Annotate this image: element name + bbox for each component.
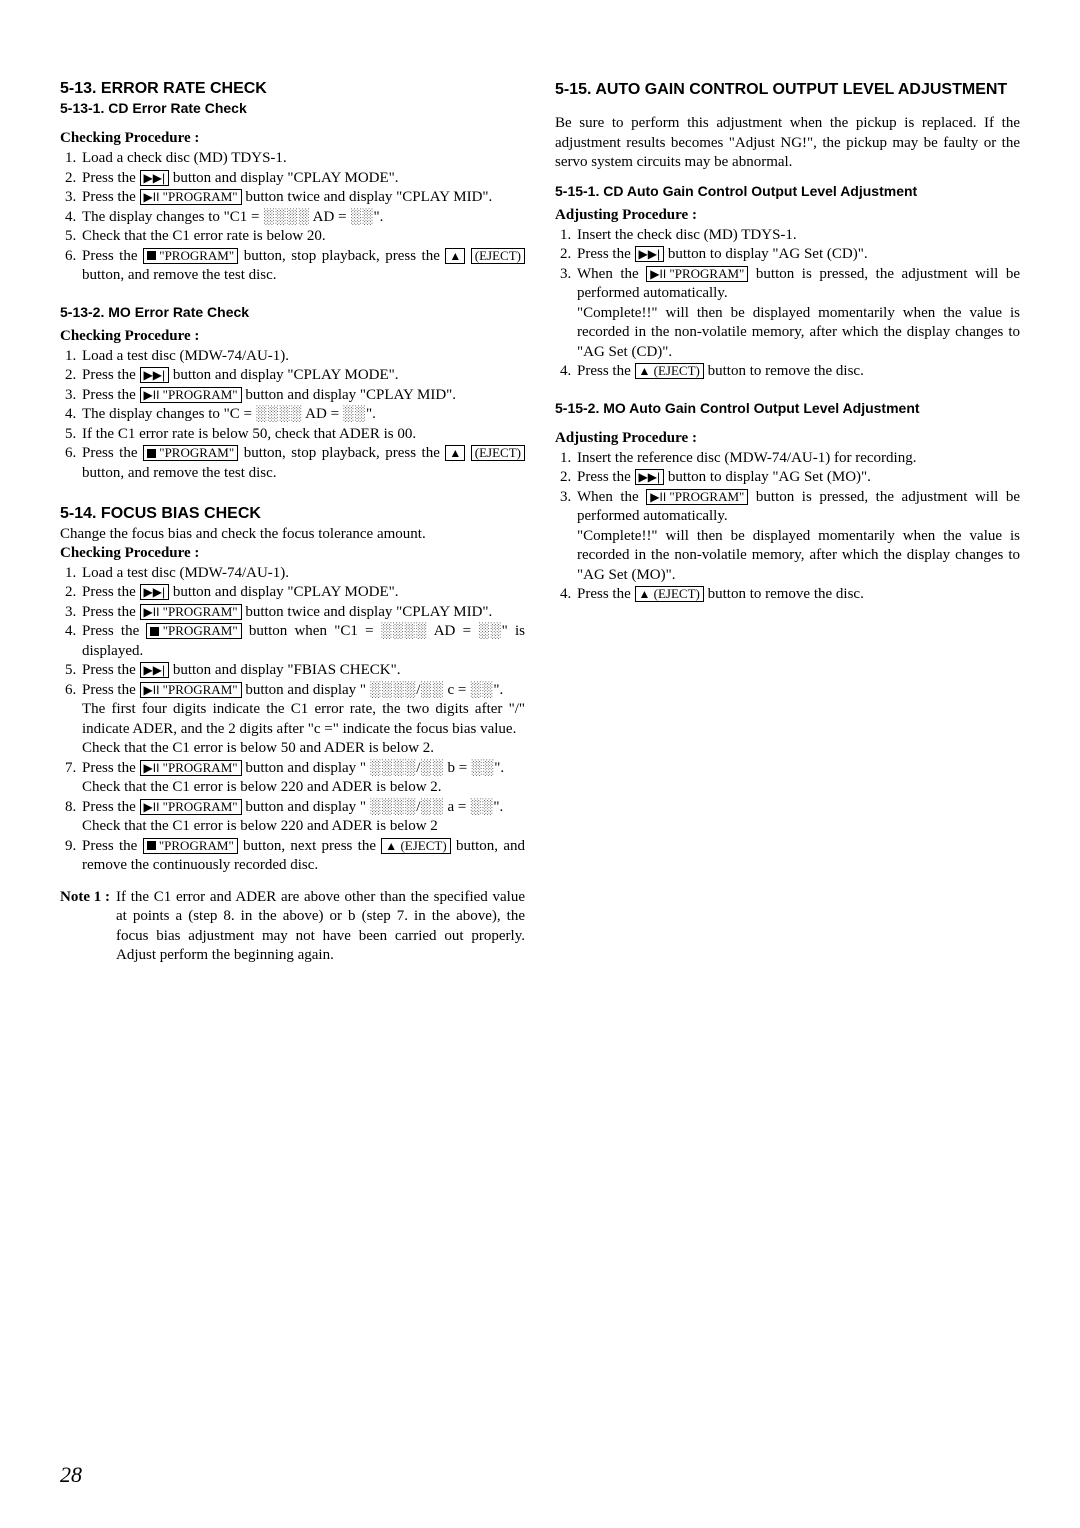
eject-full-icon: ▲ (EJECT) <box>635 586 704 602</box>
list-5-15-2: Insert the reference disc (MDW-74/AU-1) … <box>555 449 1020 605</box>
list-item: Press the ▶▶| button and display "CPLAY … <box>80 366 525 386</box>
list-item: Load a test disc (MDW-74/AU-1). <box>80 347 525 367</box>
stop-program-icon: "PROGRAM" <box>143 248 238 264</box>
list-item: When the ▶II "PROGRAM" button is pressed… <box>575 488 1020 586</box>
checking-heading: Checking Procedure : <box>60 545 525 562</box>
adjusting-heading: Adjusting Procedure : <box>555 430 1020 447</box>
play-pause-program-icon: ▶II "PROGRAM" <box>646 489 748 505</box>
list-item: Press the "PROGRAM" button, stop playbac… <box>80 444 525 483</box>
eject-icon: ▲ <box>445 248 465 264</box>
eject-label-icon: (EJECT) <box>471 248 525 264</box>
list-item: Press the "PROGRAM" button when "C1 = ░░… <box>80 622 525 661</box>
stop-program-icon: "PROGRAM" <box>143 838 238 854</box>
list-5-14: Load a test disc (MDW-74/AU-1).Press the… <box>60 564 525 876</box>
next-track-icon: ▶▶| <box>140 170 170 186</box>
checking-heading: Checking Procedure : <box>60 130 525 147</box>
list-item: The display changes to "C = ░░░░ AD = ░░… <box>80 405 525 425</box>
list-item: Press the ▶▶| button to display "AG Set … <box>575 468 1020 488</box>
eject-icon: ▲ <box>445 445 465 461</box>
list-5-15-1: Insert the check disc (MD) TDYS-1.Press … <box>555 226 1020 382</box>
list-item: The display changes to "C1 = ░░░░ AD = ░… <box>80 208 525 228</box>
list-item: Press the "PROGRAM" button, next press t… <box>80 837 525 876</box>
list-item: Insert the reference disc (MDW-74/AU-1) … <box>575 449 1020 469</box>
list-item: When the ▶II "PROGRAM" button is pressed… <box>575 265 1020 363</box>
note-label: Note 1 : <box>60 888 110 966</box>
next-track-icon: ▶▶| <box>635 469 665 485</box>
list-item: Load a check disc (MD) TDYS-1. <box>80 149 525 169</box>
section-5-15-1-title: 5-15-1. CD Auto Gain Control Output Leve… <box>555 183 1020 199</box>
list-item: Press the ▶II "PROGRAM" button and displ… <box>80 798 525 837</box>
section-5-13-2-title: 5-13-2. MO Error Rate Check <box>60 304 525 320</box>
list-item: Press the ▶▶| button to display "AG Set … <box>575 245 1020 265</box>
list-5-13-2: Load a test disc (MDW-74/AU-1).Press the… <box>60 347 525 484</box>
section-5-15-intro: Be sure to perform this adjustment when … <box>555 114 1020 173</box>
section-5-14-title: 5-14. FOCUS BIAS CHECK <box>60 505 525 523</box>
list-item: Press the ▶II "PROGRAM" button twice and… <box>80 188 525 208</box>
next-track-icon: ▶▶| <box>140 367 170 383</box>
next-track-icon: ▶▶| <box>140 662 170 678</box>
list-item: Press the ▲ (EJECT) button to remove the… <box>575 362 1020 382</box>
list-item: Press the ▶II "PROGRAM" button and displ… <box>80 759 525 798</box>
play-pause-program-icon: ▶II "PROGRAM" <box>140 760 242 776</box>
next-track-icon: ▶▶| <box>140 584 170 600</box>
section-5-14-intro: Change the focus bias and check the focu… <box>60 525 525 545</box>
note-body: If the C1 error and ADER are above other… <box>116 888 525 966</box>
list-item: Press the ▶II "PROGRAM" button and displ… <box>80 386 525 406</box>
section-5-13-1-title: 5-13-1. CD Error Rate Check <box>60 100 525 116</box>
section-5-15-2-title: 5-15-2. MO Auto Gain Control Output Leve… <box>555 400 1020 416</box>
left-column: 5-13. ERROR RATE CHECK 5-13-1. CD Error … <box>60 80 525 966</box>
list-item: Press the ▶▶| button and display "CPLAY … <box>80 583 525 603</box>
list-item: Press the "PROGRAM" button, stop playbac… <box>80 247 525 286</box>
list-item: Insert the check disc (MD) TDYS-1. <box>575 226 1020 246</box>
list-item: Press the ▲ (EJECT) button to remove the… <box>575 585 1020 605</box>
play-pause-program-icon: ▶II "PROGRAM" <box>140 387 242 403</box>
adjusting-heading: Adjusting Procedure : <box>555 207 1020 224</box>
list-item: Press the ▶II "PROGRAM" button and displ… <box>80 681 525 759</box>
note-1: Note 1 : If the C1 error and ADER are ab… <box>60 888 525 966</box>
play-pause-program-icon: ▶II "PROGRAM" <box>646 266 748 282</box>
list-item: Press the ▶▶| button and display "FBIAS … <box>80 661 525 681</box>
list-item: Load a test disc (MDW-74/AU-1). <box>80 564 525 584</box>
eject-full-icon: ▲ (EJECT) <box>381 838 450 854</box>
play-pause-program-icon: ▶II "PROGRAM" <box>140 189 242 205</box>
stop-program-icon: "PROGRAM" <box>146 623 241 639</box>
list-item: Press the ▶II "PROGRAM" button twice and… <box>80 603 525 623</box>
list-item: Press the ▶▶| button and display "CPLAY … <box>80 169 525 189</box>
right-column: 5-15. AUTO GAIN CONTROL OUTPUT LEVEL ADJ… <box>555 80 1020 966</box>
eject-label-icon: (EJECT) <box>471 445 525 461</box>
checking-heading: Checking Procedure : <box>60 328 525 345</box>
section-5-15-title: 5-15. AUTO GAIN CONTROL OUTPUT LEVEL ADJ… <box>555 80 1020 100</box>
eject-full-icon: ▲ (EJECT) <box>635 363 704 379</box>
next-track-icon: ▶▶| <box>635 246 665 262</box>
play-pause-program-icon: ▶II "PROGRAM" <box>140 799 242 815</box>
play-pause-program-icon: ▶II "PROGRAM" <box>140 604 242 620</box>
page-number: 28 <box>60 1462 82 1488</box>
list-5-13-1: Load a check disc (MD) TDYS-1.Press the … <box>60 149 525 286</box>
list-item: Check that the C1 error rate is below 20… <box>80 227 525 247</box>
play-pause-program-icon: ▶II "PROGRAM" <box>140 682 242 698</box>
stop-program-icon: "PROGRAM" <box>143 445 238 461</box>
list-item: If the C1 error rate is below 50, check … <box>80 425 525 445</box>
section-5-13-title: 5-13. ERROR RATE CHECK <box>60 80 525 98</box>
